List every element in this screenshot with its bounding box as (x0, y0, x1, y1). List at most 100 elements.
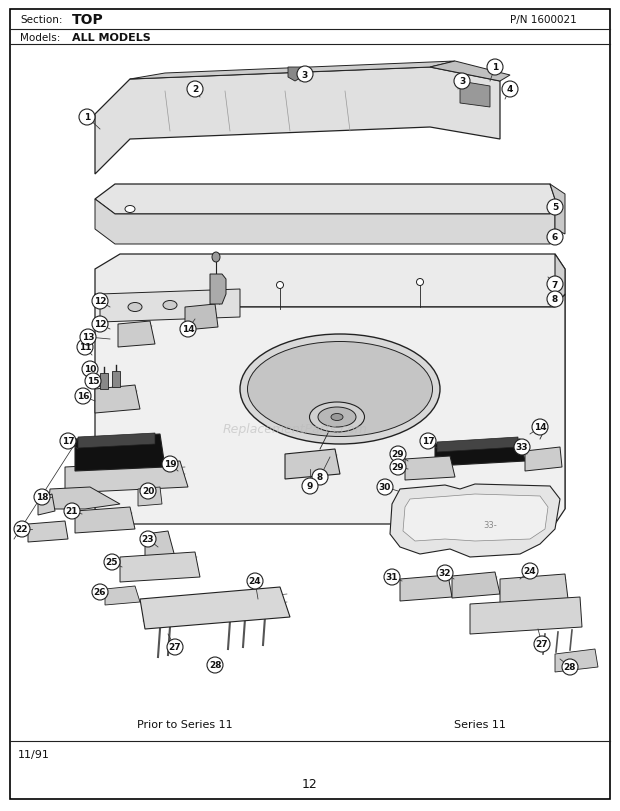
Text: 12: 12 (94, 297, 106, 306)
Circle shape (64, 504, 80, 519)
Ellipse shape (125, 206, 135, 213)
Text: 14: 14 (182, 325, 194, 334)
Text: 17: 17 (422, 437, 435, 446)
Polygon shape (470, 597, 582, 634)
Text: 26: 26 (94, 588, 106, 597)
Circle shape (532, 419, 548, 436)
Circle shape (104, 554, 120, 570)
Text: 28: 28 (209, 661, 221, 670)
Circle shape (85, 374, 101, 389)
Text: P/N 1600021: P/N 1600021 (510, 15, 577, 25)
Text: 29: 29 (392, 463, 404, 472)
Text: 28: 28 (564, 663, 576, 672)
Text: 7: 7 (552, 280, 558, 290)
Circle shape (514, 440, 530, 456)
Polygon shape (95, 385, 140, 414)
Polygon shape (550, 185, 565, 234)
Ellipse shape (318, 407, 356, 427)
Circle shape (77, 340, 93, 355)
Polygon shape (140, 587, 290, 629)
Text: 3: 3 (459, 77, 465, 87)
Ellipse shape (309, 402, 365, 432)
Text: 20: 20 (142, 487, 154, 496)
Text: 24: 24 (249, 577, 261, 586)
Circle shape (92, 316, 108, 333)
Circle shape (162, 457, 178, 473)
Text: 6: 6 (552, 234, 558, 242)
Circle shape (487, 60, 503, 76)
Text: 8: 8 (317, 473, 323, 482)
Circle shape (547, 292, 563, 307)
Polygon shape (390, 484, 560, 557)
Polygon shape (400, 575, 452, 601)
Circle shape (437, 565, 453, 581)
Circle shape (420, 433, 436, 449)
Polygon shape (210, 275, 226, 305)
Circle shape (312, 470, 328, 486)
Polygon shape (95, 200, 555, 245)
Circle shape (80, 329, 96, 345)
Text: 3: 3 (302, 71, 308, 79)
Text: TOP: TOP (72, 13, 104, 27)
Polygon shape (75, 435, 165, 471)
Circle shape (377, 479, 393, 496)
Text: 30: 30 (379, 483, 391, 492)
Circle shape (140, 531, 156, 547)
Text: ALL MODELS: ALL MODELS (72, 33, 151, 43)
Text: 1: 1 (492, 63, 498, 72)
Polygon shape (285, 449, 340, 479)
Circle shape (547, 277, 563, 293)
Text: 8: 8 (552, 295, 558, 304)
Polygon shape (555, 649, 598, 672)
Circle shape (167, 639, 183, 655)
Text: 19: 19 (164, 460, 176, 469)
Circle shape (547, 230, 563, 246)
Circle shape (454, 74, 470, 90)
Polygon shape (95, 294, 565, 525)
Polygon shape (65, 461, 188, 493)
Polygon shape (130, 62, 455, 80)
Circle shape (82, 362, 98, 378)
Circle shape (180, 322, 196, 337)
Text: 9: 9 (307, 482, 313, 491)
Circle shape (79, 109, 95, 126)
Text: 27: 27 (169, 642, 181, 652)
Polygon shape (100, 374, 108, 389)
Text: 18: 18 (36, 493, 48, 502)
Circle shape (140, 483, 156, 500)
Circle shape (92, 294, 108, 310)
Polygon shape (48, 487, 120, 509)
Polygon shape (145, 531, 175, 560)
Circle shape (207, 657, 223, 673)
Text: Prior to Series 11: Prior to Series 11 (137, 719, 233, 729)
Text: 33: 33 (516, 443, 528, 452)
Circle shape (302, 478, 318, 495)
Text: 29: 29 (392, 450, 404, 459)
Text: 5: 5 (552, 204, 558, 212)
Circle shape (187, 82, 203, 98)
Ellipse shape (417, 279, 423, 286)
Ellipse shape (240, 335, 440, 444)
Polygon shape (403, 495, 548, 541)
Polygon shape (288, 68, 302, 82)
Polygon shape (75, 508, 135, 534)
Text: 2: 2 (192, 85, 198, 94)
Circle shape (390, 446, 406, 462)
Polygon shape (138, 487, 162, 506)
Text: 16: 16 (77, 392, 89, 401)
Polygon shape (437, 437, 518, 453)
Ellipse shape (212, 253, 220, 263)
Polygon shape (120, 552, 200, 582)
Text: 32: 32 (439, 569, 451, 577)
Text: 21: 21 (66, 507, 78, 516)
Polygon shape (435, 440, 525, 466)
Text: 14: 14 (534, 423, 546, 432)
Polygon shape (185, 305, 218, 331)
Circle shape (60, 433, 76, 449)
Text: 15: 15 (87, 377, 99, 386)
Circle shape (14, 521, 30, 538)
Ellipse shape (277, 282, 283, 290)
Text: 12: 12 (302, 777, 318, 790)
Circle shape (247, 573, 263, 590)
Polygon shape (118, 322, 155, 348)
